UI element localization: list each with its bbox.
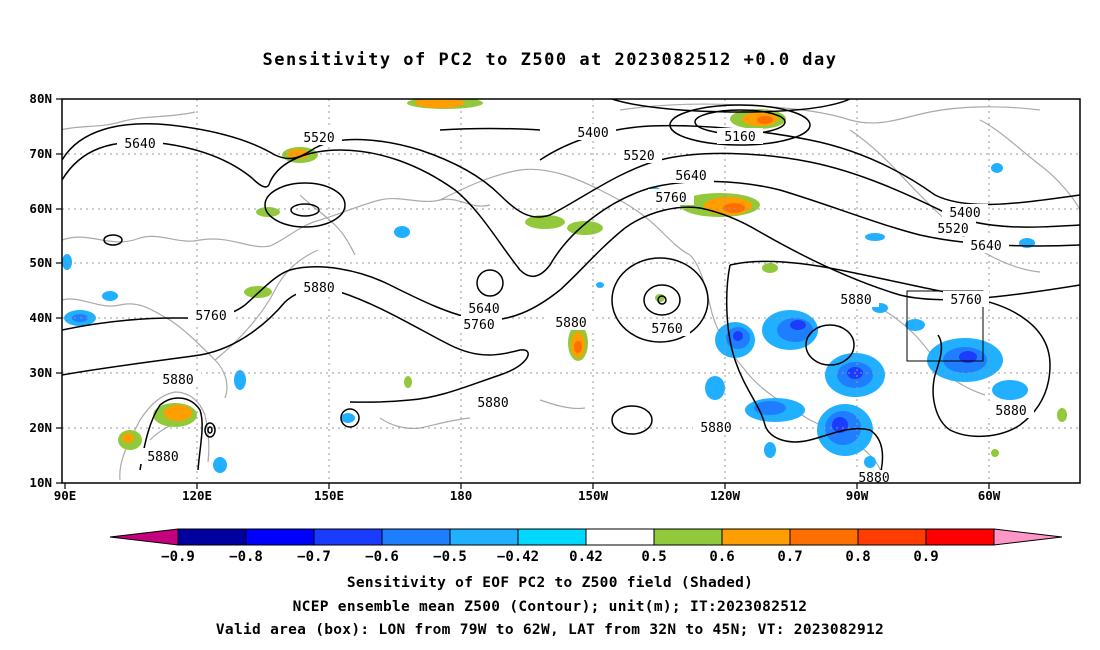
contour-label: 5880 — [147, 450, 178, 465]
contour-label: 5880 — [995, 404, 1026, 419]
map-frame — [61, 98, 1081, 484]
colorbar: −0.9 −0.8 −0.7 −0.6 −0.5 −0.42 0.42 0.5 0.6 0.7 0.… — [109, 528, 1063, 565]
lat-label: 20N — [29, 420, 52, 435]
lon-label: 60W — [978, 488, 1001, 503]
colorbar-swatch — [449, 528, 519, 546]
contour-label: 5880 — [555, 316, 586, 331]
contour-label: 5880 — [700, 421, 731, 436]
colorbar-high-extension — [993, 528, 1063, 546]
colorbar-tick-label: 0.7 — [777, 549, 802, 565]
colorbar-tick-label: −0.8 — [229, 549, 263, 565]
contour-labels: 5640 5520 5400 5160 5520 5640 5760 5400 … — [117, 124, 1034, 486]
contour-label: 5760 — [463, 318, 494, 333]
colorbar-low-extension — [109, 528, 179, 546]
lon-label: 120E — [182, 488, 212, 503]
colorbar-swatch — [857, 528, 927, 546]
colorbar-swatch — [177, 528, 247, 546]
lon-label: 90W — [846, 488, 869, 503]
colorbar-tick-label: −0.7 — [297, 549, 331, 565]
lon-label: 180 — [450, 488, 473, 503]
caption-valid-area: Valid area (box): LON from 79W to 62W, L… — [215, 622, 885, 638]
colorbar-swatch — [381, 528, 451, 546]
colorbar-swatch — [789, 528, 859, 546]
contour-label: 5520 — [303, 131, 334, 146]
z500-contours — [62, 99, 1080, 483]
caption-contour: NCEP ensemble mean Z500 (Contour); unit(… — [292, 599, 808, 615]
colorbar-tick-label: 0.42 — [569, 549, 603, 565]
contour-label: 5640 — [468, 302, 499, 317]
lon-label: 90E — [54, 488, 77, 503]
contour-label: 5400 — [577, 126, 608, 141]
contour-label: 5520 — [937, 222, 968, 237]
contour-label: 5760 — [651, 322, 682, 337]
colorbar-tick-label: 0.9 — [913, 549, 938, 565]
contour-label: 5640 — [124, 137, 155, 152]
colorbar-tick-label: −0.6 — [365, 549, 399, 565]
contour-label: 5760 — [950, 293, 981, 308]
caption-shading: Sensitivity of EOF PC2 to Z500 field (Sh… — [346, 575, 754, 591]
colorbar-swatch — [517, 528, 587, 546]
lon-label: 120W — [710, 488, 741, 503]
lat-label: 50N — [29, 255, 52, 270]
lat-label: 10N — [29, 475, 52, 490]
colorbar-tick-label: 0.8 — [845, 549, 870, 565]
colorbar-swatch — [245, 528, 315, 546]
lat-label: 80N — [29, 91, 52, 106]
contour-label: 5880 — [477, 396, 508, 411]
map-title: Sensitivity of PC2 to Z500 at 2023082512… — [262, 50, 838, 70]
longitude-labels: 90E 120E 150E 180 150W 120W 90W 60W — [54, 488, 1001, 503]
contour-label: 5640 — [970, 239, 1001, 254]
colorbar-swatch — [721, 528, 791, 546]
contour-label: 5400 — [949, 206, 980, 221]
contour-label: 5880 — [840, 293, 871, 308]
colorbar-tick-label: −0.42 — [497, 549, 539, 565]
lat-label: 40N — [29, 310, 52, 325]
colorbar-swatch — [925, 528, 995, 546]
lat-label: 70N — [29, 146, 52, 161]
contour-label: 5880 — [303, 281, 334, 296]
contour-label: 5640 — [675, 169, 706, 184]
contour-label: 5880 — [162, 373, 193, 388]
colorbar-tick-label: 0.6 — [709, 549, 734, 565]
lat-label: 30N — [29, 365, 52, 380]
latitude-labels: 80N 70N 60N 50N 40N 30N 20N 10N — [29, 91, 52, 490]
lon-label: 150W — [578, 488, 609, 503]
colorbar-swatch — [653, 528, 723, 546]
colorbar-tick-label: −0.9 — [161, 549, 195, 565]
colorbar-tick-label: −0.5 — [433, 549, 467, 565]
colorbar-swatch — [313, 528, 383, 546]
contour-label: 5760 — [195, 309, 226, 324]
lon-label: 150E — [314, 488, 344, 503]
colorbar-tick-label: 0.5 — [641, 549, 666, 565]
colorbar-swatch — [585, 528, 655, 546]
contour-label: 5520 — [623, 149, 654, 164]
axis-ticks — [56, 98, 990, 489]
lat-label: 60N — [29, 201, 52, 216]
contour-label: 5760 — [655, 191, 686, 206]
contour-label: 5160 — [724, 130, 755, 145]
